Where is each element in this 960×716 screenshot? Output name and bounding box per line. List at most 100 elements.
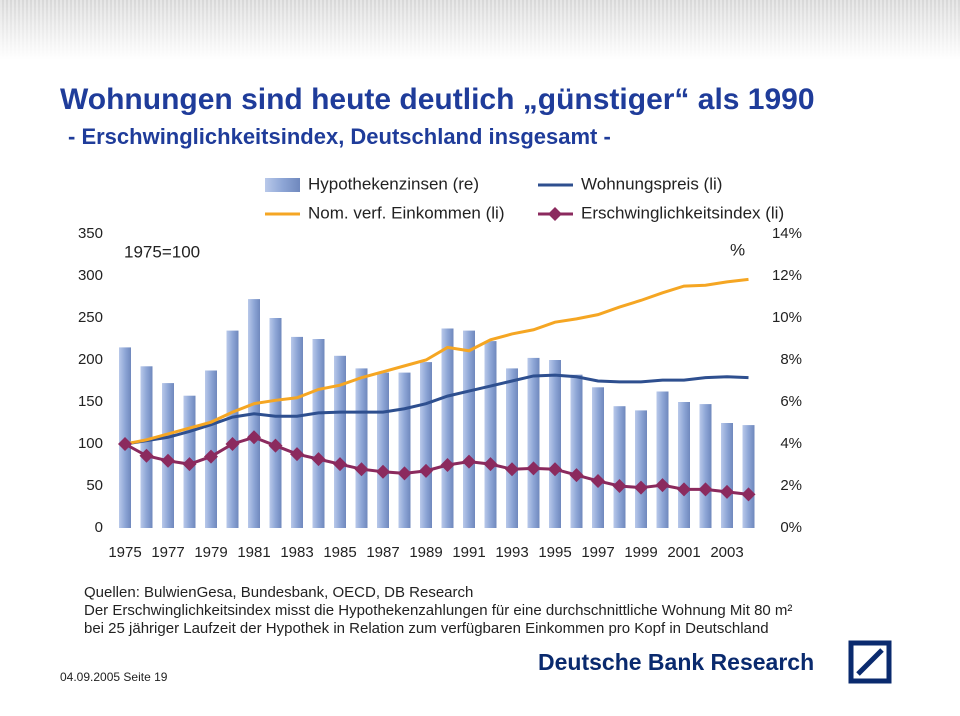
x-tick-label: 1975 (108, 544, 141, 561)
y-tick-label: 350 (78, 225, 103, 242)
marker (483, 457, 498, 472)
y2-tick-label: 4% (780, 435, 802, 452)
y-tick-label: 200 (78, 351, 103, 368)
subtitle: - Erschwinglichkeitsindex, Deutschland i… (68, 124, 611, 149)
legend-label: Wohnungspreis (li) (581, 174, 722, 193)
line (124, 373, 749, 446)
bar (549, 360, 561, 528)
bar (506, 368, 518, 528)
marker (311, 452, 326, 467)
bar (334, 355, 346, 528)
marker (268, 438, 283, 453)
marker (397, 466, 412, 481)
annotation: 1975=100 (124, 242, 200, 261)
marker (720, 484, 734, 499)
y2-tick-label: 12% (772, 267, 802, 284)
x-tick-label: 2001 (667, 544, 700, 561)
marker (526, 461, 541, 476)
bar (377, 372, 389, 528)
marker (118, 437, 132, 451)
marker (698, 482, 713, 497)
marker (225, 437, 240, 451)
bar (205, 370, 217, 528)
bar (463, 330, 475, 528)
bar (635, 410, 647, 528)
legend-label: Hypothekenzinsen (re) (308, 174, 479, 193)
marker (741, 487, 756, 502)
bar (312, 339, 325, 528)
bar (355, 368, 368, 528)
x-tick-label: 1979 (194, 544, 227, 561)
legend-marker (548, 207, 562, 221)
logo-slash (856, 648, 884, 676)
bar (742, 425, 755, 528)
logo-text: Deutsche Bank Research (538, 649, 814, 675)
x-tick-label: 1991 (452, 544, 485, 561)
bar (291, 336, 303, 528)
source-line: Quellen: BulwienGesa, Bundesbank, OECD, … (84, 584, 473, 601)
marker (376, 464, 390, 479)
marker (612, 479, 627, 493)
annotation: % (730, 240, 745, 259)
marker (505, 462, 519, 477)
marker (247, 430, 261, 445)
y-tick-label: 100 (78, 435, 103, 452)
bar (398, 372, 411, 528)
marker (548, 462, 562, 477)
bar (527, 357, 540, 528)
y-tick-label: 50 (86, 477, 103, 494)
legend-swatch (265, 178, 300, 192)
source-line: bei 25 jähriger Laufzeit der Hypothek in… (84, 620, 769, 637)
bar (592, 387, 604, 528)
bar (570, 374, 583, 528)
marker (419, 463, 433, 478)
bar (613, 406, 626, 528)
marker (161, 453, 175, 468)
x-tick-label: 1985 (323, 544, 356, 561)
x-tick-label: 1997 (581, 544, 614, 561)
marker (677, 482, 691, 497)
bar (678, 402, 690, 528)
y-tick-label: 0 (95, 519, 103, 536)
line (124, 435, 749, 496)
legend-label: Nom. verf. Einkommen (li) (308, 203, 504, 222)
source-line: Der Erschwinglichkeitsindex misst die Hy… (84, 602, 792, 619)
bar (420, 362, 432, 528)
top-band-stripes (0, 0, 960, 60)
marker (182, 457, 197, 472)
x-tick-label: 2003 (710, 544, 743, 561)
x-tick-label: 1981 (237, 544, 270, 561)
title: Wohnungen sind heute deutlich „günstiger… (60, 83, 815, 116)
y-tick-label: 300 (78, 267, 103, 284)
marker (569, 468, 584, 483)
y-tick-label: 150 (78, 393, 103, 410)
bar (140, 366, 153, 528)
marker (354, 462, 369, 477)
x-tick-label: 1977 (151, 544, 184, 561)
line (124, 277, 749, 446)
marker (204, 449, 218, 464)
y2-tick-label: 2% (780, 477, 802, 494)
bar (441, 328, 454, 528)
y2-tick-label: 8% (780, 351, 802, 368)
legend-label: Erschwinglichkeitsindex (li) (581, 203, 784, 222)
x-tick-label: 1989 (409, 544, 442, 561)
x-tick-label: 1995 (538, 544, 571, 561)
y2-tick-label: 0% (780, 519, 802, 536)
marker (290, 447, 304, 462)
y2-tick-label: 10% (772, 309, 802, 326)
marker (139, 448, 154, 463)
marker (591, 473, 605, 488)
x-tick-label: 1993 (495, 544, 528, 561)
marker (462, 454, 476, 469)
bar (269, 318, 282, 528)
bar (226, 330, 239, 528)
logo-box (848, 640, 892, 684)
bar (721, 423, 733, 528)
y2-tick-label: 14% (772, 225, 802, 242)
bar (699, 404, 712, 528)
y2-tick-label: 6% (780, 393, 802, 410)
marker (634, 480, 648, 495)
